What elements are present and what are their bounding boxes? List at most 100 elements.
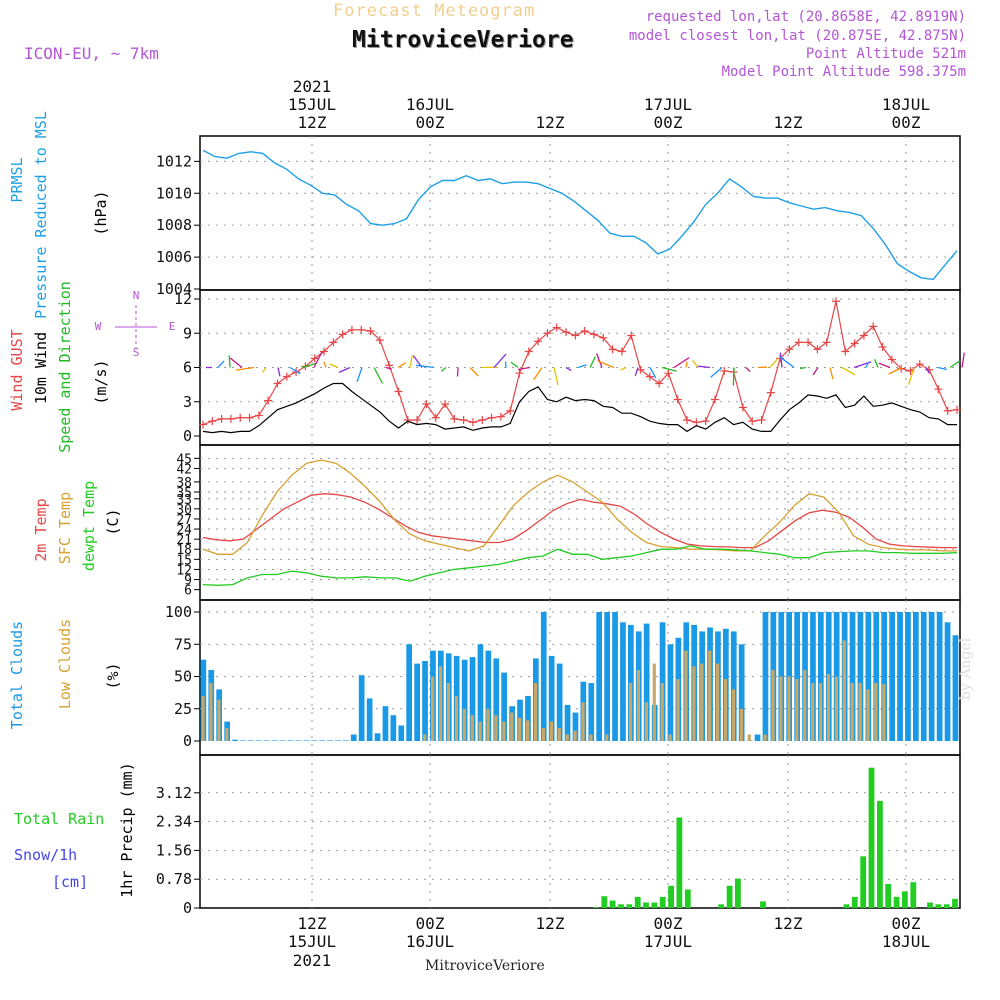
bar-total-cloud <box>358 675 365 741</box>
gust-marker <box>562 328 571 337</box>
gust-marker <box>813 345 822 354</box>
bar-low-cloud <box>589 734 593 741</box>
wind-arrow <box>873 358 879 368</box>
wind-arrow <box>878 362 891 369</box>
bar-total-cloud <box>810 612 816 741</box>
bar-rain <box>902 891 908 908</box>
bar-rain <box>601 896 608 908</box>
bar-total-cloud <box>849 612 856 741</box>
bar-low-cloud <box>573 730 577 741</box>
bottom-time-label-1: 00Z <box>416 914 445 933</box>
bar-total-cloud <box>928 612 935 741</box>
bar-total-cloud <box>319 740 325 741</box>
top-date-label-1: 16JUL <box>406 95 454 114</box>
bar-total-cloud <box>889 612 895 741</box>
bar-low-cloud <box>795 679 799 741</box>
gust-marker <box>357 325 366 334</box>
bar-low-cloud <box>510 712 514 741</box>
model-altitude: Model Point Altitude 598.375m <box>721 64 966 80</box>
ylabel-lowclouds: Low Clouds <box>56 619 74 709</box>
wind-arrow <box>228 355 231 368</box>
bar-rain <box>668 885 674 908</box>
bar-low-cloud <box>644 702 648 741</box>
bar-low-cloud <box>446 683 450 741</box>
compass-s: S <box>133 346 140 359</box>
series-pressure <box>202 149 958 281</box>
gust-marker <box>273 379 282 388</box>
bar-total-cloud <box>952 635 959 741</box>
bar-rain <box>609 900 616 908</box>
gust-marker <box>794 338 803 347</box>
bar-low-cloud <box>478 721 482 741</box>
gust-marker <box>254 411 263 420</box>
gust-marker <box>413 416 422 425</box>
gust-marker <box>580 326 589 335</box>
bar-rain <box>651 902 658 908</box>
bar-low-cloud <box>470 715 474 741</box>
bar-total-cloud <box>390 715 397 741</box>
bar-low-cloud <box>526 720 530 741</box>
bar-total-cloud <box>398 725 405 741</box>
gust-marker <box>599 333 608 342</box>
gust-marker <box>236 413 245 422</box>
bar-rain <box>684 889 691 908</box>
bar-rain <box>718 904 725 908</box>
wind-arrow <box>236 366 255 371</box>
bar-total-cloud <box>913 612 919 741</box>
ytick-pressure-3: 1010 <box>156 184 192 202</box>
ytick-wind-3: 9 <box>183 324 192 342</box>
wind-arrow <box>262 367 267 373</box>
bar-rain <box>726 885 733 908</box>
bar-total-cloud <box>366 698 373 741</box>
series-2m-temp <box>202 493 957 549</box>
bar-total-cloud <box>525 695 531 741</box>
ytick-clouds-2: 50 <box>174 668 192 686</box>
ylabel-unit-ms: (m/s) <box>92 359 110 404</box>
bar-total-cloud <box>422 661 428 741</box>
bar-total-cloud <box>564 704 571 741</box>
bar-total-cloud <box>493 658 500 741</box>
bottom-time-label-5: 00Z <box>892 914 921 933</box>
wind-arrow <box>865 361 870 368</box>
bar-total-cloud <box>263 740 270 741</box>
bar-low-cloud <box>668 734 672 741</box>
bar-low-cloud <box>533 683 538 741</box>
bottom-date-label-3: 17JUL <box>644 932 692 951</box>
bar-total-cloud <box>905 612 911 741</box>
gust-marker <box>673 395 682 404</box>
ytick-precip-3: 2.34 <box>156 813 192 831</box>
wind-arrow <box>779 356 795 369</box>
top-date-label-0: 15JUL <box>288 95 336 114</box>
bar-low-cloud <box>826 673 830 741</box>
bar-total-cloud <box>730 631 737 741</box>
wind-arrow <box>323 361 327 368</box>
gust-marker <box>934 385 943 394</box>
ytick-temperature-1: 9 <box>184 574 192 589</box>
wind-arrow <box>649 367 657 379</box>
bar-total-cloud <box>857 612 864 741</box>
bar-rain <box>760 901 766 908</box>
gust-marker <box>766 388 775 397</box>
bar-low-cloud <box>605 734 609 741</box>
ytick-wind-0: 0 <box>183 427 192 445</box>
bar-rain <box>893 896 900 908</box>
bar-total-cloud <box>350 734 357 741</box>
ytick-temperature-10: 35 <box>176 486 192 501</box>
gust-marker <box>441 400 450 409</box>
compass-e: E <box>169 320 176 333</box>
ytick-wind-1: 3 <box>183 393 192 411</box>
bar-low-cloud <box>684 650 688 741</box>
gust-marker <box>524 347 533 356</box>
gust-marker <box>608 345 617 354</box>
ylabel-wind: 10m Wind <box>32 332 50 404</box>
gust-marker <box>375 336 384 345</box>
wind-arrow <box>829 367 834 380</box>
ytick-temperature-12: 42 <box>176 462 192 477</box>
bar-total-cloud <box>762 612 769 741</box>
station-title: MitroviceVeriore <box>352 27 574 53</box>
wind-arrow <box>313 351 323 368</box>
bar-low-cloud <box>557 728 561 741</box>
bar-low-cloud <box>779 676 783 741</box>
